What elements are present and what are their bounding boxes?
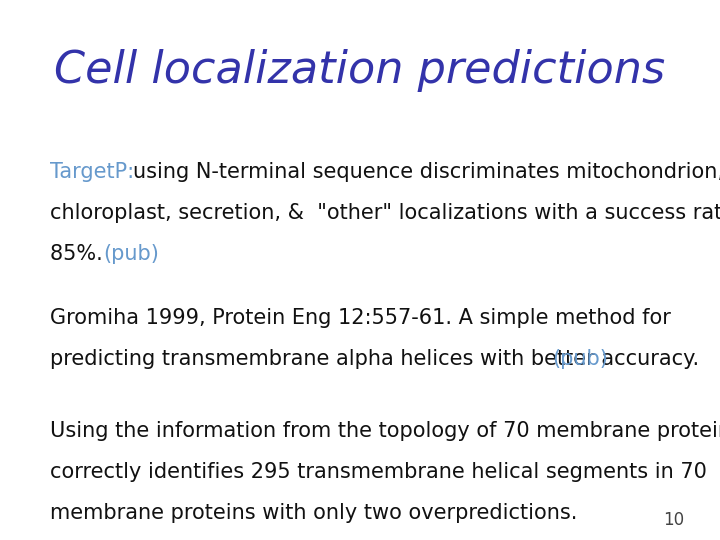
Text: chloroplast, secretion, &  "other" localizations with a success rate of: chloroplast, secretion, & "other" locali… [50,203,720,223]
Text: correctly identifies 295 transmembrane helical segments in 70: correctly identifies 295 transmembrane h… [50,462,707,482]
Text: (pub): (pub) [103,244,159,264]
Text: using N-terminal sequence discriminates mitochondrion,: using N-terminal sequence discriminates … [133,162,720,182]
Text: 85%.: 85%. [50,244,109,264]
Text: membrane proteins with only two overpredictions.: membrane proteins with only two overpred… [50,503,577,523]
Text: Gromiha 1999, Protein Eng 12:557-61. A simple method for: Gromiha 1999, Protein Eng 12:557-61. A s… [50,308,671,328]
Text: Cell localization predictions: Cell localization predictions [55,49,665,92]
Text: (pub): (pub) [552,349,608,369]
Text: predicting transmembrane alpha helices with better accuracy.: predicting transmembrane alpha helices w… [50,349,706,369]
Text: 10: 10 [663,511,684,529]
Text: TargetP:: TargetP: [50,162,135,182]
Text: Using the information from the topology of 70 membrane proteins...: Using the information from the topology … [50,421,720,441]
